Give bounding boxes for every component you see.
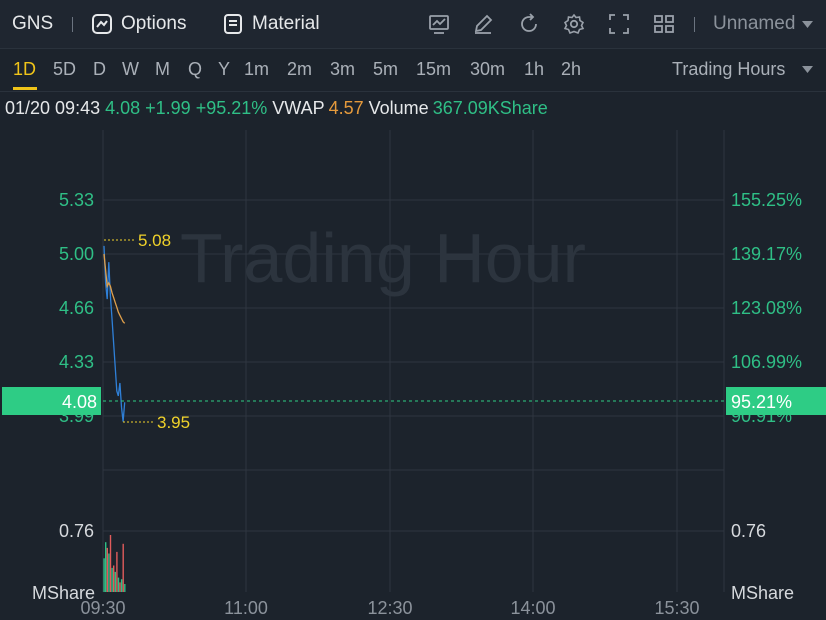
price-series (103, 245, 126, 422)
vwap-label: VWAP (272, 98, 325, 118)
current-pct-label: 95.21% (731, 392, 792, 412)
separator (72, 17, 73, 32)
period-d[interactable]: D (93, 59, 106, 79)
volume-bar (113, 565, 115, 592)
period-w[interactable]: W (122, 59, 139, 79)
quote-change: +1.99 (145, 98, 191, 118)
low-marker-label: 3.95 (157, 413, 190, 432)
volume-unit-right: MShare (731, 583, 794, 603)
options-button[interactable]: Options (121, 13, 187, 34)
volume-bar (106, 547, 108, 592)
period-y[interactable]: Y (218, 59, 231, 79)
x-axis: 09:30 11:00 12:30 14:00 15:30 (80, 598, 699, 618)
period-q[interactable]: Q (188, 59, 203, 79)
volume-bar (109, 535, 112, 592)
volume-bar (108, 553, 110, 592)
material-icon[interactable] (222, 13, 244, 35)
volume-bar (117, 577, 120, 592)
volume-bar (114, 571, 116, 592)
volume-unit-left: MShare (32, 583, 95, 603)
layout-grid-icon[interactable] (653, 13, 675, 35)
toolbar: GNS Options Material Unnamed (0, 0, 826, 49)
y-right-tick: 139.17% (731, 244, 802, 264)
y-right-tick: 155.25% (731, 190, 802, 210)
volume-value: 367.09KShare (432, 98, 548, 118)
x-tick: 14:00 (510, 598, 555, 618)
chart-grid (102, 130, 725, 592)
current-price-badge (2, 387, 101, 415)
period-15m[interactable]: 15m (416, 59, 452, 79)
volume-bar (124, 584, 126, 592)
chevron-down-icon[interactable] (802, 66, 813, 74)
volume-bar (120, 579, 123, 592)
y-left-tick: 4.66 (59, 298, 94, 318)
period-2m[interactable]: 2m (287, 59, 313, 79)
y-left-axis: 5.33 5.00 4.66 4.33 3.99 (59, 190, 94, 426)
period-1d[interactable]: 1D (13, 59, 37, 79)
price-line (103, 245, 126, 422)
period-3m[interactable]: 3m (330, 59, 356, 79)
volume-bar (116, 551, 118, 592)
period-5d[interactable]: 5D (53, 59, 77, 79)
chevron-down-icon[interactable] (802, 21, 813, 29)
y-left-tick: 4.33 (59, 352, 94, 372)
quote-info-line: 01/20 09:43 4.08 +1.99 +95.21% VWAP 4.57 Volum… (5, 98, 553, 119)
volume-series (103, 535, 126, 592)
indicator-icon[interactable] (428, 13, 450, 35)
volume-bar (122, 543, 124, 592)
current-price-label: 4.08 (62, 392, 97, 412)
period-5m[interactable]: 5m (373, 59, 399, 79)
y-right-tick: 123.08% (731, 298, 802, 318)
active-period-indicator (13, 87, 37, 90)
volume-bar (119, 582, 121, 592)
period-1m[interactable]: 1m (244, 59, 270, 79)
y-left-tick: 5.33 (59, 190, 94, 210)
volume-axis-right-tick: 0.76 (731, 521, 766, 541)
draw-icon[interactable] (472, 13, 494, 35)
x-tick: 15:30 (654, 598, 699, 618)
volume-bar (111, 567, 113, 592)
period-30m[interactable]: 30m (470, 59, 506, 79)
x-tick: 09:30 (80, 598, 125, 618)
gear-icon[interactable] (563, 13, 585, 35)
refresh-icon[interactable] (518, 13, 540, 35)
y-left-tick: 5.00 (59, 244, 94, 264)
separator (694, 17, 695, 32)
y-right-tick: 106.99% (731, 352, 802, 372)
quote-datetime: 01/20 09:43 (5, 98, 101, 118)
period-2h[interactable]: 2h (561, 59, 582, 79)
fullscreen-icon[interactable] (608, 13, 630, 35)
high-marker-label: 5.08 (138, 231, 171, 250)
vwap-value: 4.57 (328, 98, 364, 118)
current-pct-badge (726, 387, 826, 415)
x-tick: 11:00 (224, 598, 268, 618)
watermark-text: Trading Hour (180, 219, 586, 297)
period-1h[interactable]: 1h (524, 59, 545, 79)
options-icon[interactable] (91, 13, 113, 35)
quote-price: 4.08 (105, 98, 141, 118)
low-marker: 3.95 (123, 413, 190, 432)
x-tick: 12:30 (367, 598, 412, 618)
volume-bar (103, 558, 105, 592)
volume-bar (105, 542, 107, 592)
quote-change-pct: +95.21% (195, 98, 268, 118)
volume-label: Volume (368, 98, 429, 118)
period-bar: 1D 5D D W M Q Y 1m 2m 3m 5m 15m 30m 1h 2… (0, 49, 826, 92)
vwap-line (103, 253, 126, 324)
layout-name-dropdown[interactable]: Unnamed (713, 13, 796, 34)
trading-hours-dropdown[interactable]: Trading Hours (672, 59, 786, 79)
material-button[interactable]: Material (252, 13, 320, 34)
volume-axis-left-tick: 0.76 (59, 521, 94, 541)
symbol-label[interactable]: GNS (12, 13, 54, 34)
high-marker: 5.08 (104, 231, 171, 250)
period-m[interactable]: M (155, 59, 170, 79)
